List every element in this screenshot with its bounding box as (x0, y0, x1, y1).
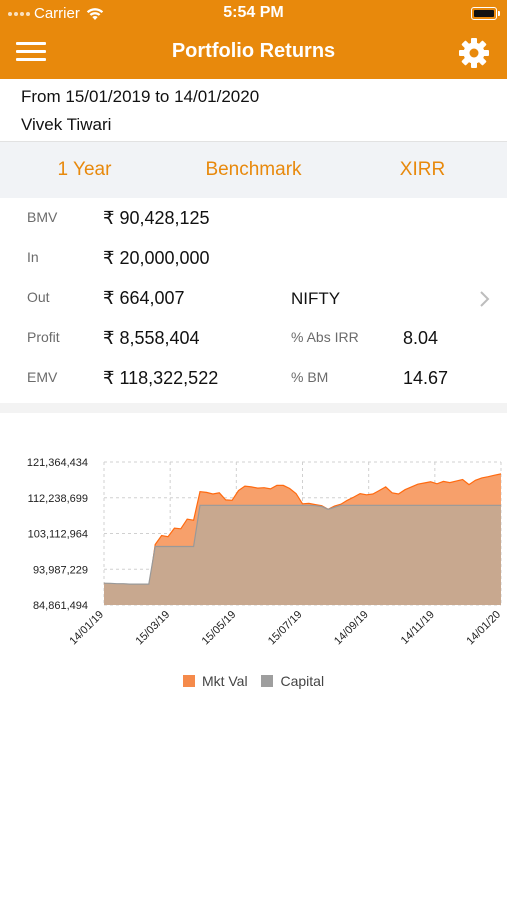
y-tick-label: 121,364,434 (27, 457, 88, 469)
x-tick-label: 15/03/19 (134, 609, 173, 648)
capital-series-area (104, 505, 501, 605)
gear-icon[interactable] (458, 37, 490, 69)
x-tick-label: 15/07/19 (266, 609, 305, 648)
battery-icon (471, 7, 500, 20)
out-label: Out (27, 289, 50, 305)
in-label: In (27, 249, 39, 265)
legend-capital: Capital (261, 673, 324, 689)
in-value: ₹ 20,000,000 (103, 248, 210, 268)
profit-row: Profit ₹ 8,558,404 % Abs IRR 8.04 (0, 320, 507, 360)
period-tabs: 1 Year Benchmark XIRR (0, 142, 507, 198)
date-range: From 15/01/2019 to 14/01/2020 (21, 87, 260, 106)
returns-chart-svg: 84,861,494 93,987,229 103,112,964 112,238,6… (27, 457, 503, 648)
investor-name: Vivek Tiwari (21, 115, 112, 134)
emv-value: ₹ 118,322,522 (103, 368, 219, 388)
chevron-right-icon[interactable] (477, 290, 491, 308)
legend-mkt-val: Mkt Val (182, 673, 248, 689)
in-row: In ₹ 20,000,000 (0, 240, 507, 280)
mkt-val-series-line (103, 473, 502, 594)
x-tick-label: 14/01/19 (67, 609, 106, 648)
chart-legend: Mkt Val Capital (0, 673, 507, 690)
capital-series-line (103, 504, 501, 585)
legend-label-mkt-val: Mkt Val (201, 673, 248, 689)
clock: 5:54 PM (223, 4, 284, 21)
y-tick-label: 84,861,494 (33, 600, 88, 612)
section-divider (0, 403, 507, 413)
profit-value: ₹ 8,558,404 (103, 328, 200, 348)
page-title: Portfolio Returns (171, 40, 336, 62)
abs-irr-label: % Abs IRR (291, 329, 359, 345)
benchmark-name[interactable]: NIFTY (291, 289, 341, 308)
x-tick-label: 14/01/20 (464, 609, 503, 648)
y-tick-label: 112,238,699 (28, 493, 88, 505)
returns-chart: 84,861,494 93,987,229 103,112,964 112,238,6… (0, 413, 507, 713)
bm-value: 14.67 (403, 368, 449, 388)
out-row: Out ₹ 664,007 NIFTY (0, 280, 507, 320)
portfolio-info: From 15/01/2019 to 14/01/2020 Vivek Tiwa… (0, 79, 507, 142)
x-tick-label: 14/11/19 (399, 609, 437, 647)
returns-summary: BMV ₹ 90,428,125 In ₹ 20,000,000 Out ₹ 6… (0, 198, 507, 404)
carrier-indicator: Carrier (8, 5, 104, 22)
tab-xirr[interactable]: XIRR (399, 159, 446, 180)
signal-icon (8, 11, 30, 16)
bm-label: % BM (291, 369, 329, 385)
wifi-icon (86, 7, 104, 20)
profit-label: Profit (27, 329, 60, 345)
x-tick-label: 14/09/19 (332, 609, 371, 648)
hamburger-menu-icon[interactable] (16, 42, 46, 62)
bmv-label: BMV (27, 209, 58, 225)
legend-swatch-capital (261, 675, 274, 687)
emv-row: EMV ₹ 118,322,522 % BM 14.67 (0, 360, 507, 400)
tab-1-year[interactable]: 1 Year (57, 159, 112, 180)
out-value: ₹ 664,007 (103, 288, 185, 308)
x-tick-label: 15/05/19 (200, 609, 239, 648)
carrier-label: Carrier (34, 5, 80, 22)
y-tick-label: 93,987,229 (33, 564, 88, 576)
bmv-row: BMV ₹ 90,428,125 (0, 200, 507, 240)
bmv-value: ₹ 90,428,125 (103, 208, 210, 228)
tab-benchmark[interactable]: Benchmark (205, 159, 302, 180)
y-tick-label: 103,112,964 (28, 529, 88, 541)
legend-swatch-mkt-val (182, 675, 195, 687)
emv-label: EMV (27, 369, 58, 385)
nav-bar: Portfolio Returns (0, 26, 507, 79)
abs-irr-value: 8.04 (403, 328, 439, 348)
legend-label-capital: Capital (280, 673, 325, 689)
status-bar: Carrier 5:54 PM (0, 0, 507, 26)
